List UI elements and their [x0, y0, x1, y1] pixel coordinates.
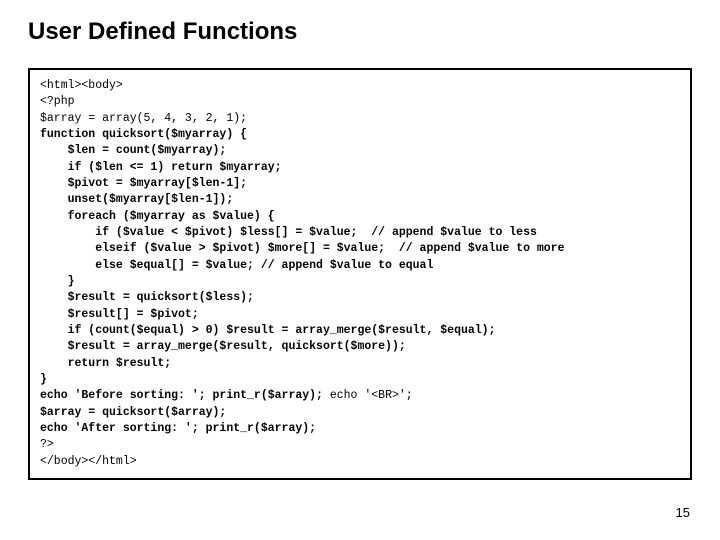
- code-line: }: [40, 373, 47, 386]
- code-line: <?php: [40, 95, 75, 108]
- code-line: echo 'Before sorting: '; print_r($array)…: [40, 389, 323, 402]
- code-line: else $equal[] = $value; // append $value…: [40, 259, 433, 272]
- code-block: <html><body> <?php $array = array(5, 4, …: [28, 68, 692, 480]
- code-line: ?>: [40, 438, 54, 451]
- code-line: unset($myarray[$len-1]);: [40, 193, 233, 206]
- code-line: $pivot = $myarray[$len-1];: [40, 177, 247, 190]
- code-line: foreach ($myarray as $value) {: [40, 210, 275, 223]
- code-line: if ($len <= 1) return $myarray;: [40, 161, 282, 174]
- code-line: $array = quicksort($array);: [40, 406, 226, 419]
- code-line: elseif ($value > $pivot) $more[] = $valu…: [40, 242, 565, 255]
- code-line: echo 'After sorting: '; print_r($array);: [40, 422, 316, 435]
- code-line: $len = count($myarray);: [40, 144, 226, 157]
- code-line: if ($value < $pivot) $less[] = $value; /…: [40, 226, 537, 239]
- code-line: }: [40, 275, 75, 288]
- code-line: function quicksort($myarray) {: [40, 128, 247, 141]
- page-number: 15: [676, 505, 690, 520]
- code-line: $result[] = $pivot;: [40, 308, 199, 321]
- code-line: $array = array(5, 4, 3, 2, 1);: [40, 112, 247, 125]
- code-line: if (count($equal) > 0) $result = array_m…: [40, 324, 495, 337]
- code-line: $result = array_merge($result, quicksort…: [40, 340, 406, 353]
- code-line: return $result;: [40, 357, 171, 370]
- code-line: <html><body>: [40, 79, 123, 92]
- slide-title: User Defined Functions: [28, 18, 692, 46]
- code-line: echo '<BR>';: [323, 389, 413, 402]
- code-line: $result = quicksort($less);: [40, 291, 254, 304]
- code-line: </body></html>: [40, 455, 137, 468]
